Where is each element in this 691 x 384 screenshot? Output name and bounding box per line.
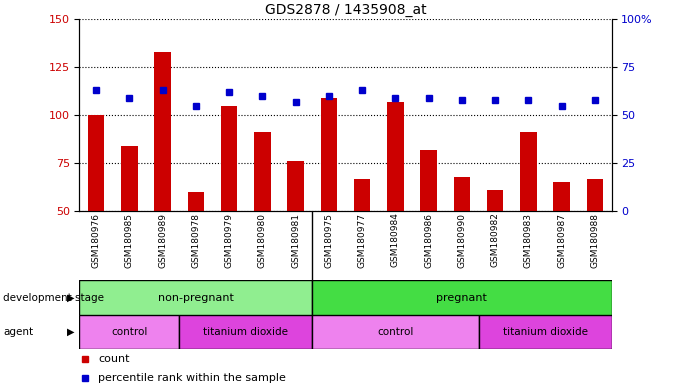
Text: GSM180975: GSM180975 xyxy=(324,213,333,268)
Text: GSM180983: GSM180983 xyxy=(524,213,533,268)
Bar xyxy=(79,280,312,315)
Bar xyxy=(312,280,612,315)
Bar xyxy=(187,192,204,211)
Text: GSM180977: GSM180977 xyxy=(358,213,367,268)
Text: GSM180989: GSM180989 xyxy=(158,213,167,268)
Text: percentile rank within the sample: percentile rank within the sample xyxy=(98,373,286,383)
Bar xyxy=(587,179,603,211)
Text: ▶: ▶ xyxy=(67,327,75,337)
Bar xyxy=(287,161,304,211)
Text: titanium dioxide: titanium dioxide xyxy=(203,327,288,337)
Text: GSM180988: GSM180988 xyxy=(590,213,599,268)
Text: titanium dioxide: titanium dioxide xyxy=(502,327,587,337)
Text: agent: agent xyxy=(3,327,34,337)
Text: non-pregnant: non-pregnant xyxy=(158,293,234,303)
Text: control: control xyxy=(377,327,414,337)
Bar xyxy=(121,146,138,211)
Bar xyxy=(387,102,404,211)
Text: GSM180987: GSM180987 xyxy=(557,213,566,268)
Bar xyxy=(420,150,437,211)
Text: GSM180976: GSM180976 xyxy=(92,213,101,268)
Bar xyxy=(354,179,370,211)
Bar xyxy=(79,315,179,349)
Title: GDS2878 / 1435908_at: GDS2878 / 1435908_at xyxy=(265,3,426,17)
Bar xyxy=(453,177,470,211)
Text: GSM180980: GSM180980 xyxy=(258,213,267,268)
Text: GSM180985: GSM180985 xyxy=(125,213,134,268)
Bar xyxy=(553,182,570,211)
Bar xyxy=(321,98,337,211)
Bar xyxy=(88,115,104,211)
Text: GSM180990: GSM180990 xyxy=(457,213,466,268)
Bar xyxy=(254,132,271,211)
Text: count: count xyxy=(98,354,130,364)
Text: GSM180978: GSM180978 xyxy=(191,213,200,268)
Text: GSM180982: GSM180982 xyxy=(491,213,500,268)
Text: GSM180984: GSM180984 xyxy=(391,213,400,268)
Bar xyxy=(221,106,238,211)
Text: GSM180986: GSM180986 xyxy=(424,213,433,268)
Bar xyxy=(478,315,612,349)
Text: GSM180981: GSM180981 xyxy=(291,213,300,268)
Bar xyxy=(154,52,171,211)
Text: control: control xyxy=(111,327,148,337)
Text: development stage: development stage xyxy=(3,293,104,303)
Bar xyxy=(520,132,537,211)
Bar xyxy=(312,315,478,349)
Bar xyxy=(487,190,504,211)
Text: GSM180979: GSM180979 xyxy=(225,213,234,268)
Text: ▶: ▶ xyxy=(67,293,75,303)
Bar xyxy=(179,315,312,349)
Text: pregnant: pregnant xyxy=(437,293,487,303)
